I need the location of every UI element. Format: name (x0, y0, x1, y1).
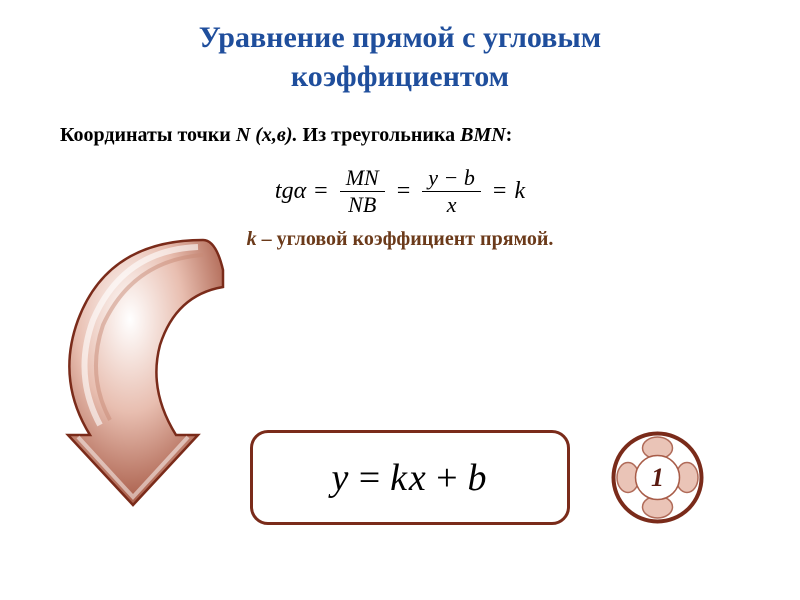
fraction-1: MN NB (340, 165, 385, 218)
frac2-den: x (422, 191, 481, 218)
subtitle-prefix: Координаты точки (60, 124, 236, 146)
subtitle-suffix: : (506, 124, 513, 146)
page-title: Уравнение прямой с угловым коэффициентом (0, 0, 800, 96)
fraction-2: y − b x (422, 165, 481, 218)
k-text: – угловой коэффициент прямой. (257, 228, 554, 250)
frac1-num: MN (340, 165, 385, 191)
title-line-2: коэффициентом (0, 57, 800, 96)
formula-eq: = (356, 456, 384, 500)
formula-b: b (467, 456, 488, 500)
formula-y: y (332, 456, 351, 500)
formula-plus: + (434, 456, 462, 500)
derivation-lhs: tgα (275, 178, 306, 205)
frac2-num: y − b (422, 165, 481, 191)
formula-kx: kx (390, 456, 428, 500)
subtitle-point: N (x,в). (236, 124, 298, 146)
result-formula-box: y = kx + b (250, 430, 570, 525)
equation-number-badge: 1 (610, 430, 705, 525)
badge-number: 1 (610, 430, 705, 525)
subtitle-mid: Из треугольника (298, 124, 461, 146)
title-line-1: Уравнение прямой с угловым (0, 18, 800, 57)
subtitle-triangle: BMN (460, 124, 506, 146)
derivation-rhs: k (514, 178, 525, 205)
frac1-den: NB (340, 191, 385, 218)
subtitle-text: Координаты точки N (x,в). Из треугольник… (60, 124, 800, 147)
derivation-formula: tgα = MN NB = y − b x = k (0, 165, 800, 218)
